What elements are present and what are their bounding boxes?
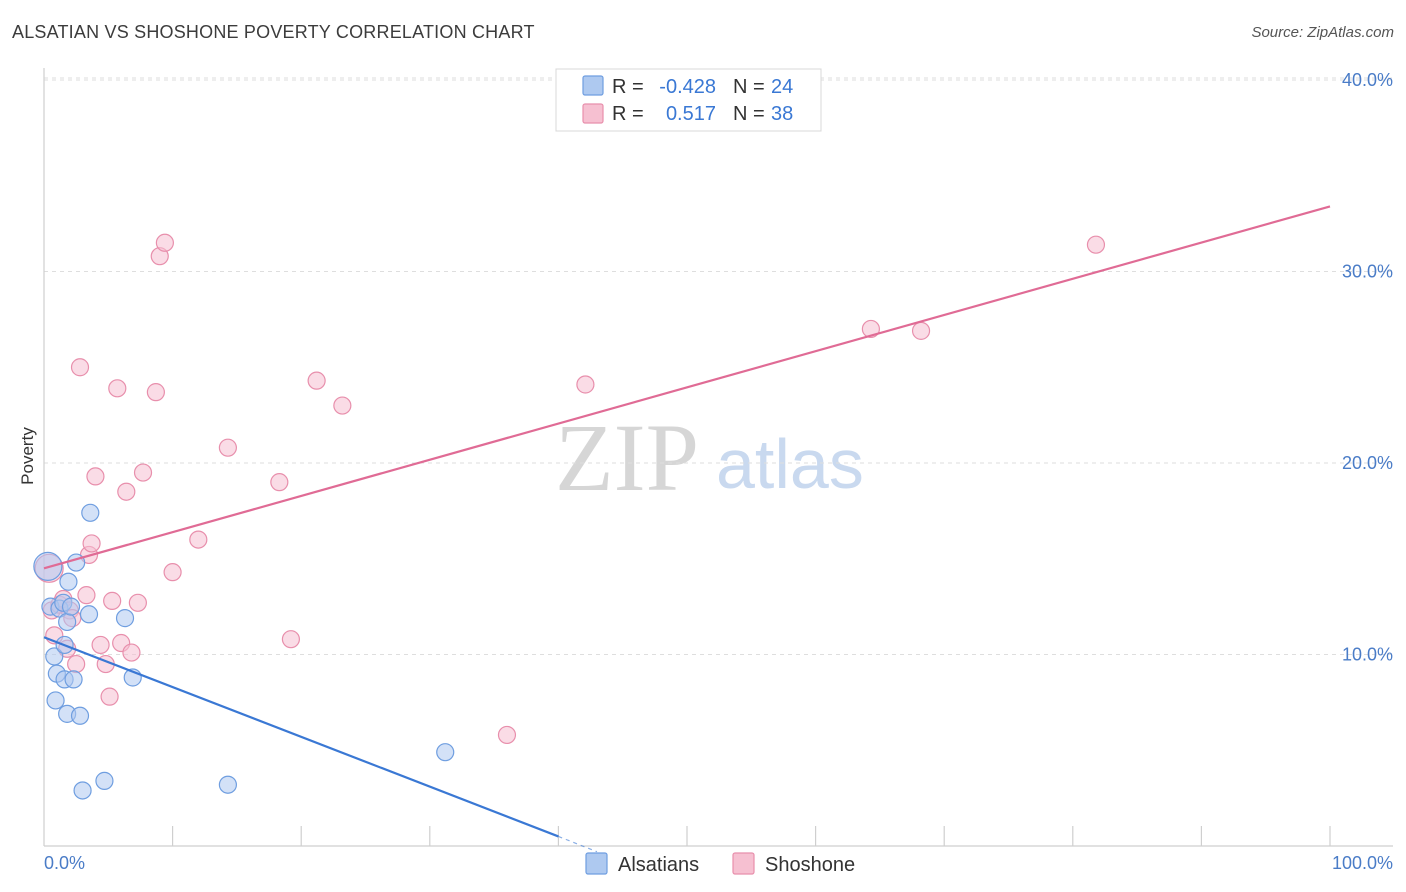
shoshone-point [576,375,595,394]
trend-lines [43,205,1331,853]
y-tick-labels: 10.0% 20.0% 30.0% 40.0% [1342,70,1393,665]
shoshone-point [133,463,153,482]
alsatians-point [115,609,135,628]
shoshone-point [163,563,182,582]
shoshone-point [67,654,86,674]
shoshone-point [1086,235,1106,254]
axes [43,68,1393,847]
shoshone-point [218,438,237,457]
shoshone-n-label: N = [733,103,765,125]
x-tick-label-max: 100.0% [1332,853,1393,873]
y-tick-label: 40.0% [1342,70,1393,90]
shoshone-point [497,725,517,745]
shoshone-point [103,591,122,610]
alsatians-point [95,771,114,790]
alsatians-point [64,670,83,689]
legend-shoshone-label: Shoshone [765,854,855,876]
alsatians-point [218,775,237,794]
y-tick-label: 20.0% [1342,453,1393,473]
alsatians-r-label: R = [612,76,644,98]
x-tick-label-min: 0.0% [44,853,85,873]
alsatians-point [436,743,455,762]
alsatians-point [59,572,78,591]
chart-title: ALSATIAN VS SHOSHONE POVERTY CORRELATION… [12,22,535,42]
shoshone-point [128,593,147,612]
shoshone-point [333,396,352,415]
alsatians-point [61,597,81,616]
alsatians-trend-line [43,636,559,838]
bottom-legend: Alsatians Shoshone [585,852,855,876]
shoshone-point [100,687,119,706]
shoshone-point [117,482,136,501]
alsatians-point [58,612,77,632]
shoshone-point [70,358,90,377]
watermark-atlas: atlas [716,425,864,503]
shoshone-point [189,530,208,549]
shoshone-r-value: 0.517 [666,103,716,125]
stats-legend: R = -0.428 N = 24 R = 0.517 N = 38 [555,68,822,132]
shoshone-point [861,319,880,339]
shoshone-point [281,630,301,649]
shoshone-point [82,534,101,553]
shoshone-point [86,467,105,486]
alsatians-trend-extension [558,835,598,853]
alsatians-point [70,706,90,725]
alsatians-points [33,503,455,800]
shoshone-point [91,635,110,655]
shoshone-trend-line [43,205,1331,570]
watermark-zip: ZIP [555,404,699,511]
legend-alsatians-swatch [585,852,608,875]
legend-alsatians-label: Alsatians [618,854,699,876]
alsatians-point [81,503,100,522]
source-label: Source: ZipAtlas.com [1251,24,1394,41]
alsatians-point [79,605,99,624]
shoshone-swatch [582,103,604,124]
shoshone-r-label: R = [612,103,644,125]
alsatians-point [73,781,92,800]
y-axis-title: Poverty [18,427,37,485]
alsatians-n-label: N = [733,76,765,98]
alsatians-n-value: 24 [771,76,793,98]
legend-shoshone-swatch [732,852,755,875]
shoshone-point [146,383,165,402]
shoshone-point [108,379,127,398]
shoshone-point [155,233,174,252]
shoshone-point [307,371,326,390]
shoshone-point [911,321,931,340]
shoshone-n-value: 38 [771,103,793,125]
y-tick-label: 10.0% [1342,645,1393,665]
shoshone-point [77,586,96,605]
shoshone-point [270,473,289,492]
alsatians-point [46,691,65,710]
shoshone-point [122,643,141,662]
alsatians-r-value: -0.428 [659,76,716,98]
alsatians-point [45,647,64,666]
alsatians-swatch [582,75,604,96]
y-tick-label: 30.0% [1342,262,1393,282]
